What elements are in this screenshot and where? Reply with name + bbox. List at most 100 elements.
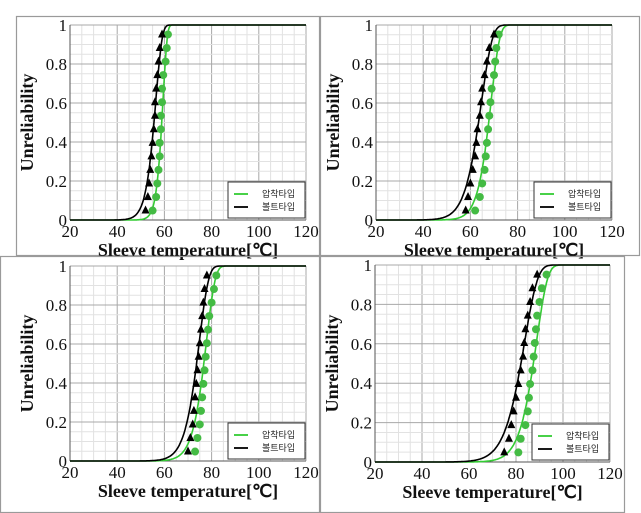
y-axis-label: Unreliability — [17, 315, 37, 413]
data-point-circle — [533, 311, 542, 320]
y-tick-label: 0.8 — [46, 296, 67, 315]
y-tick-label: 0.2 — [351, 414, 372, 433]
y-tick-label: 1 — [364, 256, 373, 275]
data-point-triangle — [509, 406, 518, 415]
y-tick-label: 0.6 — [352, 94, 373, 113]
data-point-circle — [198, 393, 207, 402]
chart-4: 20 40 60 80 100 120 0 0.2 0.4 0.6 0.8 1 Sleeve tempe… — [319, 255, 626, 513]
data-point-circle — [204, 325, 213, 334]
y-axis-label: Unreliability — [323, 74, 343, 172]
data-point-triangle — [523, 310, 532, 319]
data-point-triangle — [196, 324, 205, 333]
y-tick-label: 0.4 — [351, 374, 373, 393]
data-point-triangle — [504, 433, 513, 442]
data-point-triangle — [193, 365, 202, 374]
data-point-triangle — [148, 137, 157, 146]
data-point-circle — [523, 407, 532, 416]
data-point-triangle — [153, 70, 162, 79]
data-point-circle — [202, 339, 211, 348]
x-tick-label: 100 — [246, 222, 272, 241]
data-point-circle — [201, 352, 210, 361]
data-point-triangle — [477, 97, 486, 106]
data-point-triangle — [471, 151, 480, 160]
y-tick-label: 0.4 — [46, 133, 68, 152]
data-point-circle — [484, 125, 493, 134]
data-point-circle — [158, 98, 167, 107]
chart-3: 20 40 60 80 100 120 0 0.2 0.4 0.6 0.8 1 Sleeve tempe… — [0, 255, 321, 513]
data-point-triangle — [199, 297, 208, 306]
data-point-circle — [162, 44, 171, 53]
data-point-circle — [492, 44, 501, 53]
legend-label: 압착타입 — [262, 429, 295, 441]
data-point-triangle — [468, 164, 477, 173]
y-tick-label: 0.4 — [46, 374, 68, 393]
data-point-triangle — [464, 191, 473, 200]
data-point-circle — [535, 297, 544, 306]
panel-top-left: 20 40 60 80 100 120 0 0.2 0.4 0.6 0.8 1 Sleeve tempe… — [0, 0, 321, 260]
data-point-triangle — [150, 110, 159, 119]
data-point-circle — [155, 152, 164, 161]
data-point-circle — [199, 379, 208, 388]
data-point-triangle — [198, 311, 207, 320]
data-point-circle — [163, 30, 172, 39]
legend-label: 볼트타입 — [568, 201, 601, 213]
data-point-triangle — [480, 70, 489, 79]
legend-label: 압착타입 — [568, 188, 601, 200]
y-tick-label: 0 — [59, 211, 68, 230]
y-tick-label: 0.2 — [46, 172, 67, 191]
y-tick-label: 0 — [59, 452, 68, 471]
x-tick-label: 120 — [597, 464, 623, 483]
data-point-triangle — [154, 56, 163, 65]
data-point-circle — [530, 338, 539, 347]
y-tick-label: 0.2 — [46, 413, 67, 432]
data-point-triangle — [482, 56, 491, 65]
y-axis-label: Unreliability — [322, 315, 342, 413]
data-point-triangle — [194, 351, 203, 360]
data-point-circle — [156, 125, 165, 134]
data-point-triangle — [528, 283, 537, 292]
data-point-triangle — [526, 296, 535, 305]
data-point-circle — [491, 57, 500, 66]
y-tick-label: 1 — [59, 16, 68, 35]
data-point-circle — [155, 138, 164, 147]
data-point-triangle — [195, 338, 204, 347]
x-tick-label: 40 — [109, 222, 126, 241]
data-point-triangle — [184, 446, 192, 455]
data-point-circle — [487, 84, 496, 93]
x-tick-label: 20 — [62, 222, 79, 241]
x-tick-label: 60 — [156, 463, 173, 482]
x-tick-label: 60 — [156, 222, 173, 241]
x-tick-label: 100 — [246, 463, 272, 482]
legend-label: 볼트타입 — [262, 201, 295, 213]
legend-label: 볼트타입 — [262, 442, 295, 454]
data-point-circle — [207, 298, 216, 307]
x-tick-label: 20 — [62, 463, 79, 482]
panel-bottom-left: 20 40 60 80 100 120 0 0.2 0.4 0.6 0.8 1 Sleeve tempe… — [0, 255, 321, 513]
data-point-circle — [524, 393, 533, 402]
panel-top-right: 20 40 60 80 100 120 0 0.2 0.4 0.6 0.8 1 Sleeve tempe… — [319, 0, 641, 260]
data-point-triangle — [200, 284, 209, 293]
data-point-triangle — [147, 151, 156, 160]
x-tick-label: 80 — [203, 222, 220, 241]
data-point-triangle — [146, 164, 155, 173]
legend-label: 압착타입 — [262, 188, 295, 200]
x-tick-label: 40 — [414, 464, 431, 483]
panel-frame — [15, 15, 321, 257]
y-tick-label: 0 — [365, 211, 374, 230]
x-axis-label: Sleeve temperature[℃] — [98, 481, 278, 501]
data-point-circle — [490, 71, 498, 80]
data-point-circle — [531, 325, 540, 334]
data-point-triangle — [514, 379, 523, 388]
data-point-circle — [516, 434, 525, 443]
y-tick-label: 0.8 — [352, 55, 373, 74]
data-point-triangle — [473, 124, 482, 133]
x-tick-label: 20 — [368, 222, 385, 241]
chart-2: 20 40 60 80 100 120 0 0.2 0.4 0.6 0.8 1 Sleeve tempe… — [319, 15, 641, 260]
y-tick-label: 0.8 — [351, 295, 372, 314]
data-point-circle — [478, 179, 487, 188]
data-point-circle — [542, 270, 551, 279]
data-point-circle — [195, 420, 204, 429]
y-tick-label: 0.6 — [46, 335, 67, 354]
legend-label: 압착타입 — [566, 430, 599, 442]
